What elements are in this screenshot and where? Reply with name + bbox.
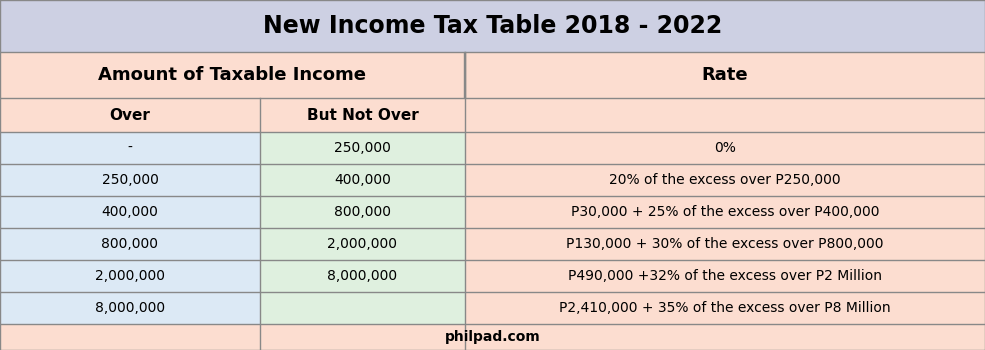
Text: 400,000: 400,000 [101, 205, 159, 219]
Text: P130,000 + 30% of the excess over P800,000: P130,000 + 30% of the excess over P800,0… [566, 237, 884, 251]
Bar [260, 228, 465, 260]
Text: P490,000 +32% of the excess over P2 Million: P490,000 +32% of the excess over P2 Mill… [568, 269, 882, 283]
Bar [465, 164, 985, 196]
Bar [464, 52, 465, 98]
Bar [0, 260, 260, 292]
Text: P2,410,000 + 35% of the excess over P8 Million: P2,410,000 + 35% of the excess over P8 M… [559, 301, 890, 315]
Bar [0, 324, 985, 350]
Text: Over: Over [109, 107, 151, 122]
Bar [260, 98, 465, 132]
Bar [260, 132, 465, 164]
Bar [465, 132, 985, 164]
Text: 8,000,000: 8,000,000 [327, 269, 398, 283]
Bar [0, 228, 260, 260]
Text: philpad.com: philpad.com [444, 330, 541, 344]
Bar [465, 52, 985, 98]
Text: 2,000,000: 2,000,000 [327, 237, 398, 251]
Bar [260, 292, 465, 324]
Text: 0%: 0% [714, 141, 736, 155]
Bar [465, 196, 985, 228]
Text: 250,000: 250,000 [101, 173, 159, 187]
Text: Rate: Rate [701, 66, 749, 84]
Text: But Not Over: But Not Over [306, 107, 419, 122]
Bar [465, 292, 985, 324]
Bar [465, 98, 985, 132]
Text: 800,000: 800,000 [334, 205, 391, 219]
Text: 250,000: 250,000 [334, 141, 391, 155]
Text: 800,000: 800,000 [101, 237, 159, 251]
Bar [0, 52, 465, 98]
Bar [260, 164, 465, 196]
Text: New Income Tax Table 2018 - 2022: New Income Tax Table 2018 - 2022 [263, 14, 722, 38]
Text: 8,000,000: 8,000,000 [95, 301, 165, 315]
Text: 2,000,000: 2,000,000 [95, 269, 165, 283]
Bar [0, 0, 985, 52]
Bar [0, 164, 260, 196]
Text: 400,000: 400,000 [334, 173, 391, 187]
Text: P30,000 + 25% of the excess over P400,000: P30,000 + 25% of the excess over P400,00… [570, 205, 880, 219]
Text: -: - [128, 141, 132, 155]
Bar [465, 228, 985, 260]
Bar [0, 196, 260, 228]
Bar [260, 196, 465, 228]
Bar [0, 132, 260, 164]
Bar [260, 260, 465, 292]
Text: 20% of the excess over P250,000: 20% of the excess over P250,000 [609, 173, 841, 187]
Bar [0, 292, 260, 324]
Text: Amount of Taxable Income: Amount of Taxable Income [98, 66, 366, 84]
Bar [465, 260, 985, 292]
Bar [0, 98, 260, 132]
